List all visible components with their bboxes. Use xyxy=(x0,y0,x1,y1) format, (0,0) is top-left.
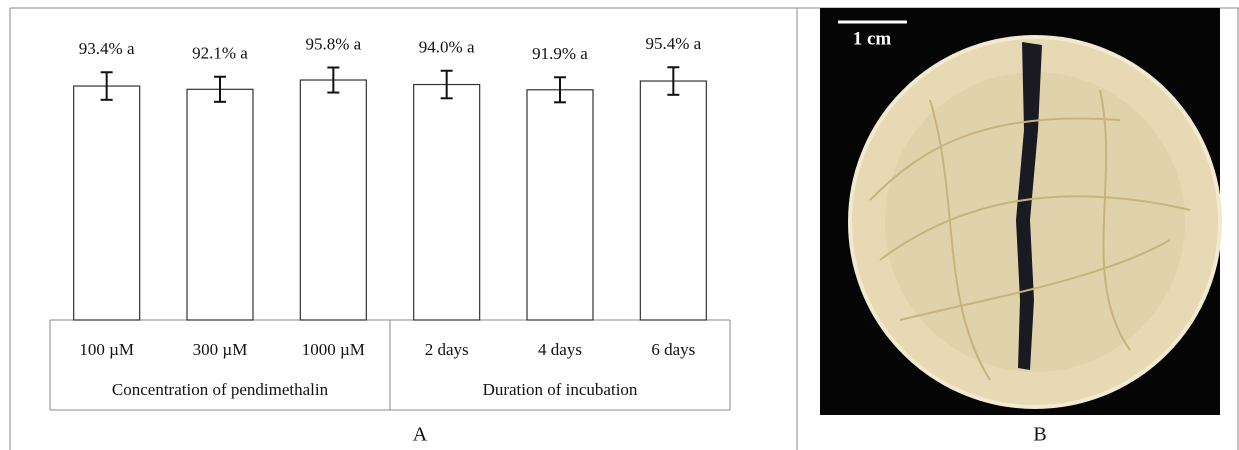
panel-label: A xyxy=(413,424,428,446)
photo: 1 cm xyxy=(820,8,1220,415)
bar xyxy=(300,80,366,320)
group-label: Concentration of pendimethalin xyxy=(112,380,329,399)
bar xyxy=(187,89,253,320)
x-tick-label: 4 days xyxy=(538,340,582,359)
data-label: 95.4% a xyxy=(645,34,701,53)
figure: A B 1 cm Concentration of pendimethalin D… xyxy=(0,0,1239,450)
bar xyxy=(527,90,593,320)
data-label: 93.4% a xyxy=(79,39,135,58)
data-label: 94.0% a xyxy=(419,38,475,57)
x-tick-label: 6 days xyxy=(651,340,695,359)
data-label: 92.1% a xyxy=(192,44,248,63)
x-tick-label: 100 µM xyxy=(79,340,134,359)
data-label: 91.9% a xyxy=(532,44,588,63)
x-tick-label: 300 µM xyxy=(193,340,248,359)
chart: Concentration of pendimethalin Duration o… xyxy=(50,34,730,410)
bar xyxy=(414,85,480,320)
scale-label: 1 cm xyxy=(853,28,892,49)
x-tick-label: 2 days xyxy=(425,340,469,359)
data-label: 95.8% a xyxy=(305,34,361,53)
x-tick-label: 1000 µM xyxy=(302,340,365,359)
bar xyxy=(640,81,706,320)
bar xyxy=(74,86,140,320)
panel-label: B xyxy=(1033,424,1046,446)
group-label: Duration of incubation xyxy=(483,380,638,399)
